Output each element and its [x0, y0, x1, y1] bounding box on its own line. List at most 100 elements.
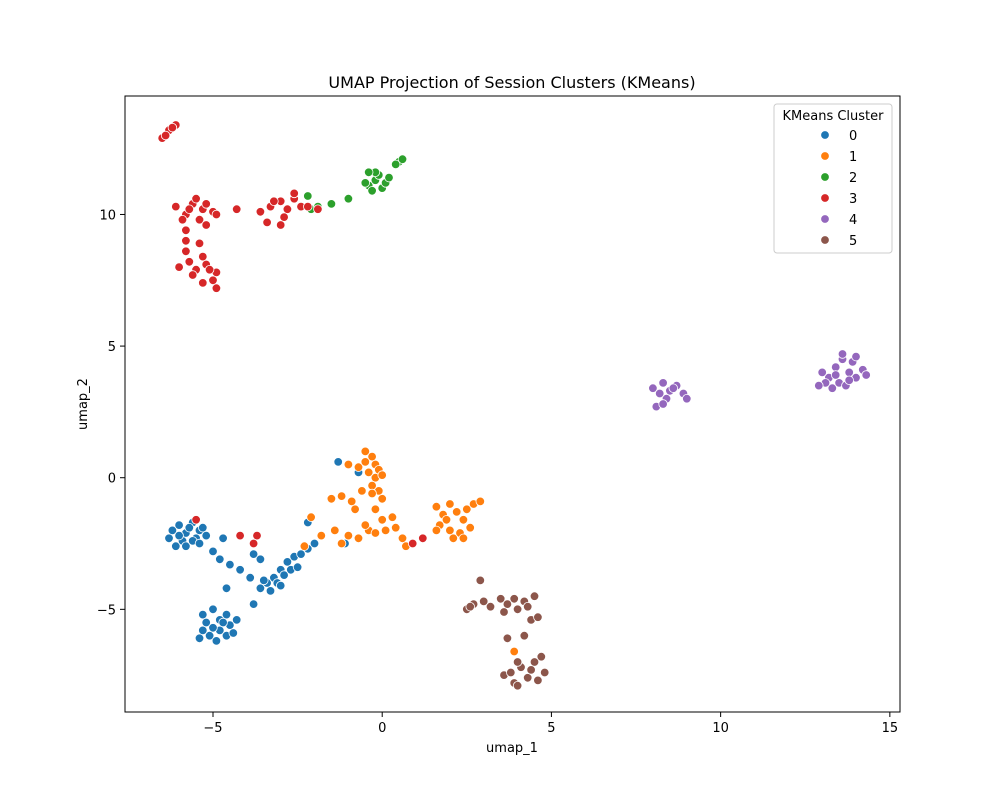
- legend-label: 4: [849, 213, 857, 228]
- data-point-cluster-0: [198, 609, 208, 620]
- data-point-cluster-0: [231, 615, 242, 625]
- data-point-cluster-1: [336, 491, 347, 501]
- data-point-cluster-5: [499, 607, 509, 617]
- data-point-cluster-1: [462, 504, 472, 515]
- data-point-cluster-0: [164, 533, 174, 544]
- data-point-cluster-2: [364, 167, 374, 178]
- data-point-cluster-3: [211, 209, 222, 220]
- legend-label: 0: [849, 129, 857, 144]
- data-point-cluster-0: [194, 633, 205, 644]
- data-point-cluster-1: [448, 533, 459, 544]
- data-point-cluster-1: [360, 520, 371, 530]
- data-point-cluster-1: [387, 512, 398, 522]
- data-point-cluster-5: [465, 602, 475, 612]
- data-point-cluster-0: [221, 609, 232, 620]
- data-point-cluster-3: [201, 220, 211, 230]
- data-point-cluster-5: [485, 602, 496, 612]
- data-point-cluster-3: [282, 204, 293, 214]
- data-point-cluster-2: [326, 199, 337, 209]
- data-point-cluster-3: [177, 214, 188, 225]
- data-point-cluster-1: [445, 525, 455, 536]
- data-point-cluster-3: [194, 238, 205, 249]
- data-point-cluster-3: [184, 204, 195, 214]
- data-point-cluster-1: [316, 530, 327, 541]
- data-point-cluster-1: [353, 533, 364, 544]
- data-point-cluster-0: [259, 575, 269, 586]
- data-point-cluster-3: [174, 262, 184, 272]
- data-point-cluster-5: [529, 591, 540, 601]
- plot-frame: [124, 95, 901, 713]
- data-point-cluster-3: [211, 283, 222, 293]
- data-point-cluster-5: [509, 594, 519, 604]
- data-point-cluster-2: [303, 191, 313, 201]
- x-tick-label: 0: [378, 721, 386, 736]
- data-point-cluster-1: [445, 499, 455, 509]
- legend-title: KMeans Cluster: [783, 109, 885, 124]
- data-point-cluster-3: [289, 188, 299, 199]
- data-point-cluster-1: [377, 470, 387, 480]
- data-point-cluster-5: [529, 657, 540, 667]
- data-point-cluster-3: [231, 204, 242, 214]
- data-point-cluster-1: [357, 486, 367, 496]
- data-point-cluster-0: [218, 533, 228, 544]
- legend-items: 0 1 2 3 4 5: [820, 129, 857, 249]
- data-point-cluster-1: [391, 523, 401, 533]
- data-point-cluster-1: [367, 488, 377, 499]
- data-point-cluster-0: [208, 623, 218, 633]
- data-point-cluster-0: [167, 525, 178, 536]
- data-point-cluster-3: [191, 193, 201, 204]
- data-point-cluster-1: [370, 528, 381, 538]
- data-point-cluster-3: [181, 225, 191, 236]
- legend-label: 2: [849, 171, 857, 186]
- data-point-cluster-4: [655, 388, 665, 399]
- data-point-cluster-0: [228, 628, 239, 638]
- x-tick-label: 15: [882, 721, 899, 736]
- data-point-cluster-3: [198, 251, 208, 262]
- data-point-cluster-1: [377, 494, 387, 504]
- data-point-cluster-3: [248, 538, 259, 549]
- data-point-cluster-1: [475, 496, 486, 507]
- data-point-cluster-5: [506, 667, 516, 678]
- points-layer: [157, 120, 871, 691]
- legend: KMeans Cluster 0 1 2 3 4 5: [773, 103, 893, 254]
- y-axis-ticks: −5 0 5 10: [97, 208, 125, 618]
- data-point-cluster-0: [204, 631, 215, 641]
- data-point-cluster-3: [303, 201, 313, 212]
- data-point-cluster-4: [827, 383, 838, 393]
- data-point-cluster-1: [458, 533, 469, 544]
- data-point-cluster-4: [658, 378, 668, 388]
- data-point-cluster-0: [235, 565, 245, 575]
- data-point-cluster-5: [523, 602, 533, 612]
- data-point-cluster-3: [184, 257, 195, 267]
- data-point-cluster-4: [831, 370, 841, 380]
- data-point-cluster-5: [475, 575, 486, 586]
- data-point-cluster-0: [184, 523, 195, 533]
- data-point-cluster-3: [408, 538, 418, 549]
- data-point-cluster-3: [235, 530, 245, 541]
- data-point-cluster-3: [201, 199, 211, 209]
- x-axis-label: umap_1: [486, 741, 538, 756]
- legend-marker: [820, 214, 830, 224]
- data-point-cluster-3: [171, 201, 181, 212]
- data-point-cluster-1: [347, 496, 357, 507]
- data-point-cluster-2: [397, 154, 408, 164]
- data-point-cluster-4: [817, 367, 827, 378]
- data-point-cluster-0: [208, 546, 218, 557]
- data-point-cluster-1: [397, 533, 408, 544]
- data-point-cluster-1: [360, 446, 371, 457]
- data-point-cluster-0: [279, 570, 289, 580]
- data-point-cluster-4: [658, 399, 668, 409]
- data-point-cluster-0: [181, 541, 191, 551]
- data-point-cluster-1: [377, 515, 387, 525]
- data-point-cluster-1: [336, 538, 347, 549]
- data-point-cluster-5: [512, 657, 523, 667]
- data-point-cluster-0: [309, 538, 320, 549]
- data-point-cluster-0: [276, 580, 286, 591]
- data-point-cluster-1: [431, 525, 442, 536]
- data-point-cluster-0: [201, 530, 211, 541]
- data-point-cluster-1: [364, 467, 374, 478]
- legend-marker: [820, 172, 830, 182]
- data-point-cluster-1: [326, 494, 337, 504]
